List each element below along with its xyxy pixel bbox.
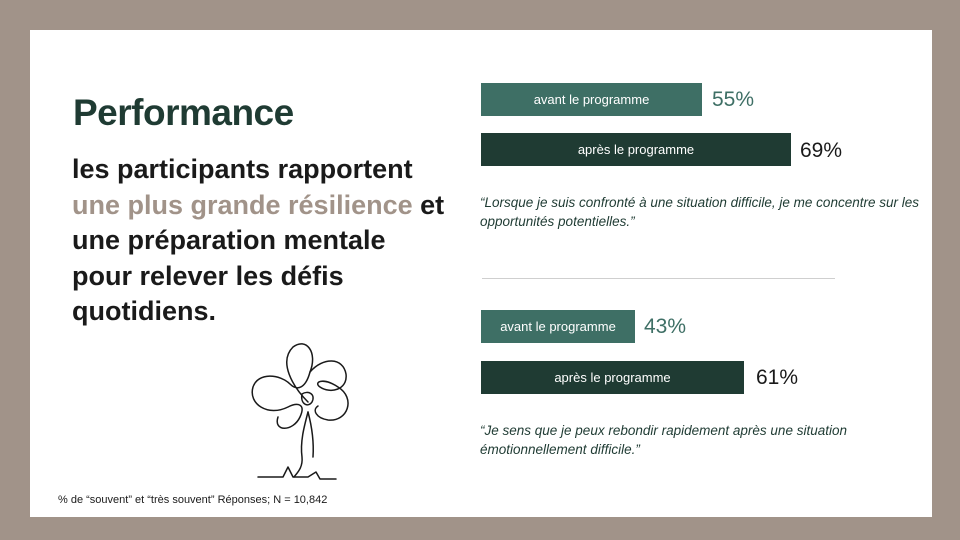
divider — [482, 278, 835, 279]
bar-2-before-label: avant le programme — [500, 319, 616, 334]
footnote: % de “souvent” et “très souvent” Réponse… — [58, 494, 328, 506]
bar-1-before: avant le programme — [481, 83, 702, 116]
bar-2-before: avant le programme — [481, 310, 635, 343]
headline-highlight: une plus grande résilience — [72, 189, 413, 220]
slide: Performance les participants rapportent … — [30, 30, 932, 517]
quote-2: “Je sens que je peux rebondir rapidement… — [480, 423, 847, 457]
value-2-before: 43% — [644, 315, 687, 338]
bar-2-after-label: après le programme — [554, 370, 671, 385]
bar-1-before-label: avant le programme — [533, 92, 650, 107]
value-2-after: 61% — [756, 366, 799, 389]
bar-1-after: après le programme — [481, 133, 791, 166]
headline: les participants rapportent une plus gra… — [72, 152, 452, 330]
quote-1: “Lorsque je suis confronté à une situati… — [480, 195, 919, 229]
bar-1-after-label: après le programme — [577, 142, 695, 157]
headline-part-1: les participants rapportent — [72, 154, 413, 184]
bar-2-after: après le programme — [481, 361, 744, 394]
headline-part-2: et une préparation mentale pour relever … — [72, 189, 445, 327]
slide-title: Performance — [73, 92, 294, 133]
value-1-after: 69% — [800, 139, 843, 162]
flower-illustration — [251, 343, 349, 480]
value-1-before: 55% — [712, 88, 755, 111]
